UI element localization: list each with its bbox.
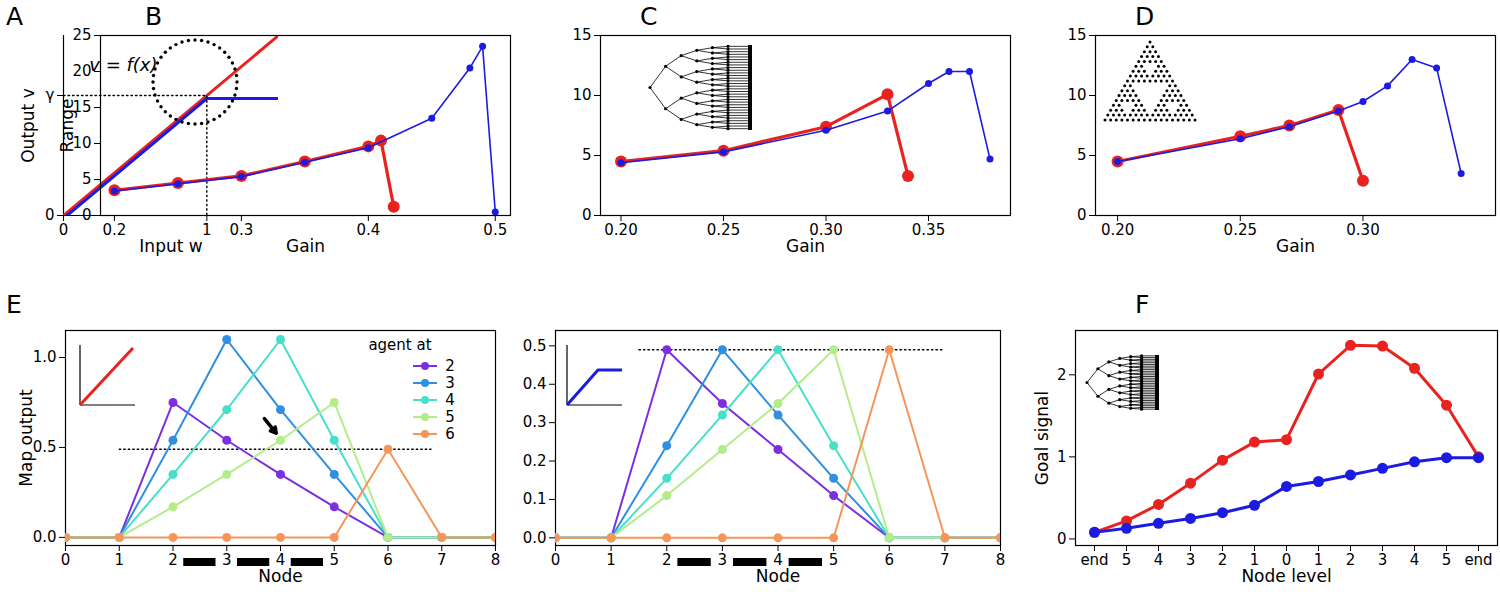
svg-text:0: 0 xyxy=(1281,551,1292,570)
svg-text:0.5: 0.5 xyxy=(523,337,547,355)
svg-text:2: 2 xyxy=(1218,551,1228,569)
svg-text:0: 0 xyxy=(45,206,55,224)
svg-text:0.30: 0.30 xyxy=(1346,221,1379,239)
svg-text:0: 0 xyxy=(82,206,92,224)
svg-text:v = f(x): v = f(x) xyxy=(89,54,157,75)
svg-text:0: 0 xyxy=(1077,206,1087,224)
svg-text:Node: Node xyxy=(756,566,800,586)
svg-text:5: 5 xyxy=(329,551,339,569)
svg-text:1: 1 xyxy=(1313,551,1324,570)
svg-text:15: 15 xyxy=(72,98,92,117)
svg-text:2: 2 xyxy=(445,357,455,375)
svg-text:5: 5 xyxy=(1077,146,1087,164)
svg-text:0.1: 0.1 xyxy=(523,490,547,508)
html-text:A: A xyxy=(6,2,24,31)
svg-text:4: 4 xyxy=(1410,551,1420,569)
svg-text:6: 6 xyxy=(383,551,393,569)
svg-text:Map output: Map output xyxy=(16,389,36,487)
svg-text:0: 0 xyxy=(59,221,69,239)
svg-text:Range: Range xyxy=(57,99,77,153)
svg-text:8: 8 xyxy=(491,551,501,569)
svg-text:1.0: 1.0 xyxy=(33,348,57,366)
svg-text:Node: Node xyxy=(258,566,302,586)
svg-text:0: 0 xyxy=(551,551,561,569)
svg-text:0.3: 0.3 xyxy=(229,221,253,239)
svg-text:0.30: 0.30 xyxy=(809,221,843,240)
svg-text:15: 15 xyxy=(572,26,591,44)
html-text:E: E xyxy=(6,290,22,319)
svg-text:6: 6 xyxy=(445,425,455,443)
html-text:B: B xyxy=(145,2,163,31)
svg-text:Input w: Input w xyxy=(139,236,202,256)
svg-text:8: 8 xyxy=(996,551,1006,569)
svg-text:0.20: 0.20 xyxy=(1101,221,1134,239)
html-text:D: D xyxy=(1135,2,1155,31)
svg-text:0.4: 0.4 xyxy=(356,221,380,239)
svg-text:0.5: 0.5 xyxy=(33,438,57,456)
html-text:C: C xyxy=(640,2,658,31)
svg-text:0.4: 0.4 xyxy=(523,375,547,393)
svg-text:Goal signal: Goal signal xyxy=(1032,391,1052,485)
svg-text:1: 1 xyxy=(202,221,212,239)
svg-text:Output v: Output v xyxy=(18,88,38,163)
svg-text:7: 7 xyxy=(437,551,447,569)
svg-text:0.2: 0.2 xyxy=(103,221,127,239)
svg-text:1: 1 xyxy=(114,551,124,569)
svg-text:10: 10 xyxy=(72,134,92,153)
svg-text:Gain: Gain xyxy=(1276,236,1315,256)
svg-text:0.0: 0.0 xyxy=(33,528,57,546)
svg-text:end: end xyxy=(1080,551,1108,569)
svg-text:1: 1 xyxy=(606,551,616,569)
svg-text:0.5: 0.5 xyxy=(483,221,507,239)
svg-text:agent at: agent at xyxy=(368,336,431,354)
svg-text:0: 0 xyxy=(61,551,71,569)
svg-text:10: 10 xyxy=(572,86,591,104)
svg-text:5: 5 xyxy=(1122,551,1132,569)
svg-text:Node level: Node level xyxy=(1241,566,1331,586)
svg-text:1: 1 xyxy=(1249,551,1260,570)
svg-text:4: 4 xyxy=(773,551,783,570)
svg-text:2: 2 xyxy=(1057,366,1067,384)
svg-text:0: 0 xyxy=(582,206,592,224)
svg-text:3: 3 xyxy=(445,374,455,392)
svg-text:0.3: 0.3 xyxy=(523,413,547,431)
svg-text:2: 2 xyxy=(1346,551,1356,569)
svg-text:20: 20 xyxy=(72,62,91,80)
svg-text:4: 4 xyxy=(445,391,455,409)
svg-text:0.20: 0.20 xyxy=(604,221,637,239)
svg-text:5: 5 xyxy=(582,146,592,164)
svg-text:0.2: 0.2 xyxy=(523,452,547,470)
svg-text:5: 5 xyxy=(829,551,839,569)
svg-text:3: 3 xyxy=(1378,551,1388,569)
svg-text:5: 5 xyxy=(445,408,455,426)
svg-text:6: 6 xyxy=(884,551,894,569)
svg-text:1: 1 xyxy=(1057,448,1067,466)
svg-text:25: 25 xyxy=(72,26,91,44)
svg-text:3: 3 xyxy=(718,551,728,569)
svg-text:0.25: 0.25 xyxy=(707,221,740,239)
html-text:F: F xyxy=(1135,290,1150,319)
svg-text:2: 2 xyxy=(168,551,178,569)
svg-text:end: end xyxy=(1464,551,1492,569)
svg-text:3: 3 xyxy=(222,551,232,569)
svg-text:4: 4 xyxy=(1154,551,1164,569)
svg-text:2: 2 xyxy=(662,551,672,569)
svg-text:0.0: 0.0 xyxy=(523,529,547,547)
svg-text:15: 15 xyxy=(1067,26,1086,44)
svg-text:Gain: Gain xyxy=(786,236,825,256)
svg-text:4: 4 xyxy=(275,551,286,570)
svg-text:γ: γ xyxy=(46,86,55,104)
svg-text:0.35: 0.35 xyxy=(912,221,945,239)
svg-text:5: 5 xyxy=(1442,551,1452,569)
svg-text:5: 5 xyxy=(82,170,92,188)
svg-text:0: 0 xyxy=(1057,530,1067,548)
svg-text:7: 7 xyxy=(940,551,950,569)
svg-text:Gain: Gain xyxy=(286,236,325,256)
svg-text:10: 10 xyxy=(1067,86,1086,104)
svg-text:0.25: 0.25 xyxy=(1224,221,1257,239)
svg-text:3: 3 xyxy=(1186,551,1196,569)
